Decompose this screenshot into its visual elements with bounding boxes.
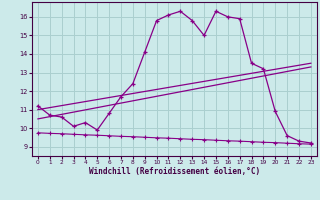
X-axis label: Windchill (Refroidissement éolien,°C): Windchill (Refroidissement éolien,°C) (89, 167, 260, 176)
